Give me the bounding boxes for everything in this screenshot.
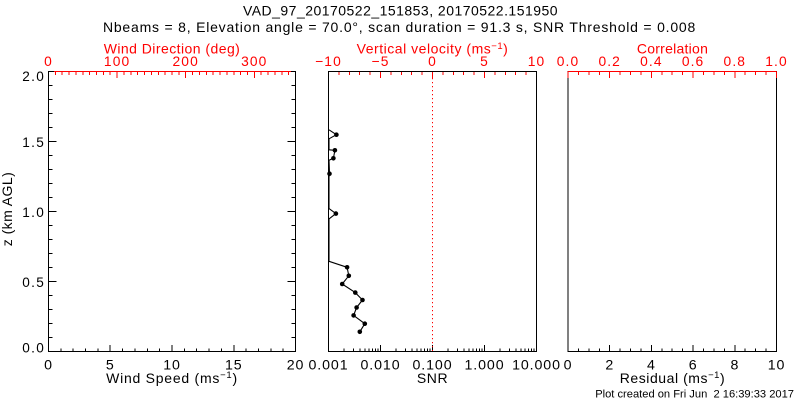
svg-text:1.0: 1.0 [765,54,787,69]
svg-text:10: 10 [768,358,785,374]
svg-text:0.010: 0.010 [360,358,400,374]
svg-text:Residual (ms−1): Residual (ms−1) [620,370,725,386]
svg-text:0.0: 0.0 [22,340,45,355]
svg-text:SNR: SNR [417,370,448,386]
svg-text:Vertical velocity (ms−1): Vertical velocity (ms−1) [357,41,509,57]
svg-text:0: 0 [44,358,53,374]
svg-text:0.5: 0.5 [22,275,45,290]
svg-text:5: 5 [106,358,115,374]
svg-text:0.2: 0.2 [598,54,620,69]
svg-text:20: 20 [287,358,304,374]
svg-text:Wind Direction (deg): Wind Direction (deg) [104,41,241,57]
svg-text:1.0: 1.0 [22,205,45,220]
svg-text:2: 2 [605,358,614,374]
svg-text:0.4: 0.4 [640,54,662,69]
svg-text:0.0: 0.0 [557,54,579,69]
svg-text:−10: −10 [315,54,342,69]
svg-text:15: 15 [225,358,242,374]
svg-text:1.000: 1.000 [464,358,504,374]
svg-text:Nbeams = 8, Elevation angle =: Nbeams = 8, Elevation angle = 70.0°, sca… [103,19,696,35]
svg-text:8: 8 [730,358,739,374]
svg-text:0.6: 0.6 [682,54,704,69]
svg-text:100: 100 [104,54,130,69]
svg-text:200: 200 [173,54,199,69]
svg-text:0: 0 [428,54,437,69]
svg-text:Plot created on Fri Jun 2 16:: Plot created on Fri Jun 2 16:39:33 2017 [595,388,794,400]
svg-text:0.001: 0.001 [308,358,348,374]
svg-text:10.000: 10.000 [512,358,561,374]
svg-text:VAD_97_20170522_151853, 201705: VAD_97_20170522_151853, 20170522.151950 [243,2,558,18]
svg-text:z (km AGL): z (km AGL) [0,172,15,246]
svg-text:0: 0 [564,358,573,374]
svg-text:0: 0 [44,54,53,69]
svg-text:Correlation: Correlation [637,41,708,57]
svg-text:1.5: 1.5 [22,135,45,150]
svg-text:−5: −5 [372,54,390,69]
svg-text:6: 6 [689,358,698,374]
svg-text:Wind Speed (ms−1): Wind Speed (ms−1) [106,370,238,386]
svg-text:10: 10 [163,358,180,374]
svg-text:0.100: 0.100 [412,358,452,374]
svg-text:0.8: 0.8 [724,54,746,69]
svg-text:5: 5 [480,54,489,69]
svg-text:4: 4 [647,358,656,374]
svg-text:10: 10 [528,54,546,69]
svg-text:300: 300 [241,54,267,69]
svg-text:2.0: 2.0 [22,69,45,84]
